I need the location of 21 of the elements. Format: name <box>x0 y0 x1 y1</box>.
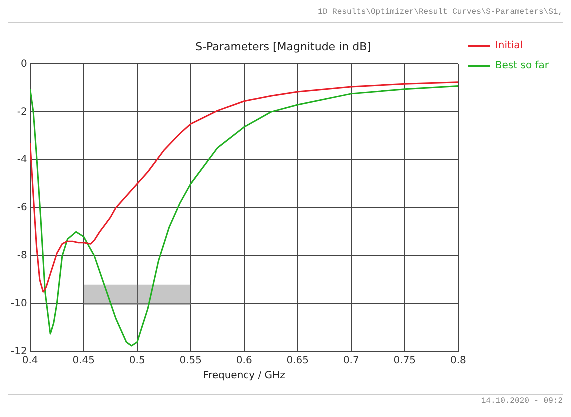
legend-label: Initial <box>495 40 524 52</box>
x-tick-label: 0.7 <box>343 356 360 367</box>
y-tick-label: -2 <box>17 106 28 118</box>
x-tick-label: 0.55 <box>180 356 202 367</box>
x-tick-label: 0.65 <box>286 356 310 367</box>
x-tick-label: 0.45 <box>72 356 95 367</box>
x-tick-label: 0.8 <box>450 356 466 367</box>
legend-label: Best so far <box>495 60 550 72</box>
chart-title: S-Parameters [Magnitude in dB] <box>196 40 372 54</box>
text: 1D Results\Optimizer\Result Curves\S-Parameters\S1, <box>8 8 563 23</box>
x-tick-label: 0.4 <box>22 356 38 367</box>
y-tick-label: -8 <box>17 250 28 262</box>
y-tick-label: 0 <box>20 58 28 70</box>
y-tick-label: -6 <box>17 202 28 214</box>
text: 14.10.2020 - 09:2 <box>8 394 563 406</box>
x-tick-label: 0.6 <box>236 356 252 367</box>
y-tick-label: -10 <box>10 298 28 310</box>
y-tick-label: -4 <box>17 154 28 166</box>
x-axis-title: Frequency / GHz <box>203 370 286 382</box>
x-tick-label: 0.5 <box>129 356 146 367</box>
x-tick-label: 0.75 <box>394 356 416 367</box>
